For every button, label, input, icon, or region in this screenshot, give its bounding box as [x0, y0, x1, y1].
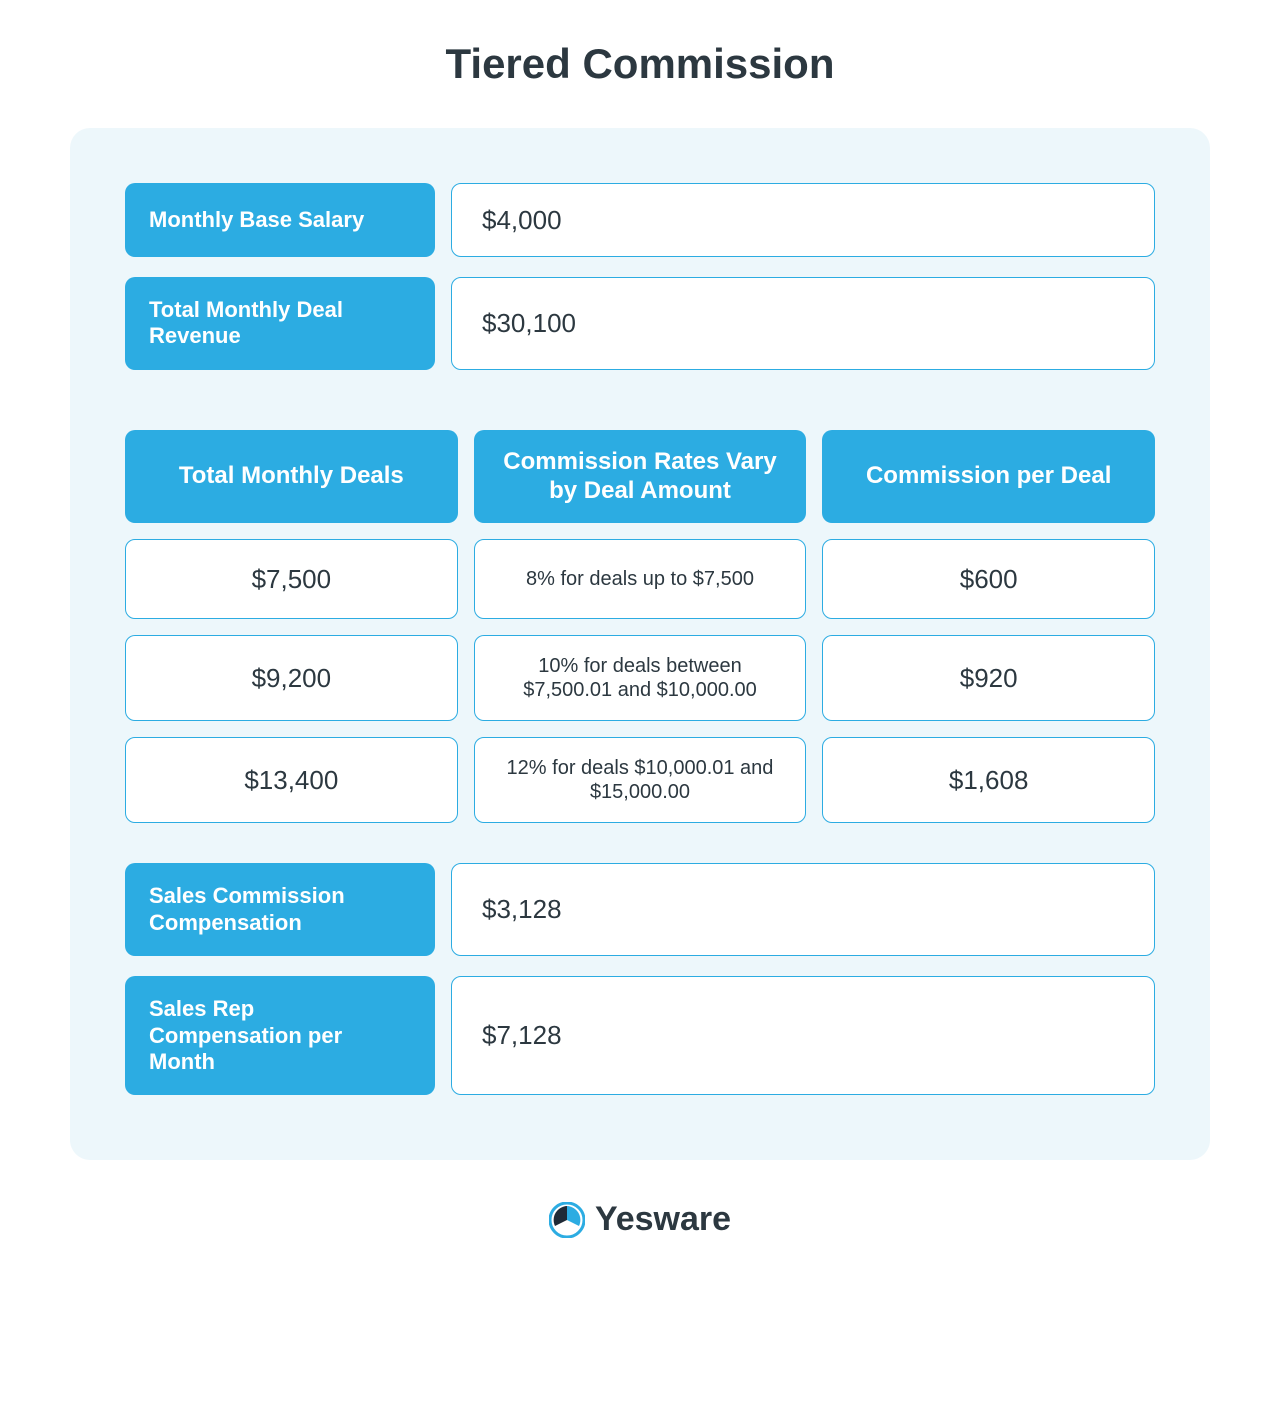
kv-row-deal-revenue: Total Monthly Deal Revenue $30,100: [125, 277, 1155, 370]
kv-value: $7,128: [451, 976, 1155, 1095]
commission-table: Total Monthly Deals Commission Rates Var…: [125, 430, 1155, 824]
table-cell-deal: $13,400: [125, 737, 458, 823]
brand-name: Yesware: [595, 1200, 731, 1239]
commission-panel: Monthly Base Salary $4,000 Total Monthly…: [70, 128, 1210, 1160]
kv-label: Sales Commission Compensation: [125, 863, 435, 956]
kv-value: $4,000: [451, 183, 1155, 257]
yesware-icon: [549, 1202, 585, 1238]
kv-label: Total Monthly Deal Revenue: [125, 277, 435, 370]
table-header-commission: Commission per Deal: [822, 430, 1155, 524]
page-title: Tiered Commission: [70, 40, 1210, 88]
kv-row-commission-comp: Sales Commission Compensation $3,128: [125, 863, 1155, 956]
table-cell-commission: $920: [822, 635, 1155, 721]
kv-row-base-salary: Monthly Base Salary $4,000: [125, 183, 1155, 257]
table-cell-deal: $9,200: [125, 635, 458, 721]
table-cell-deal: $7,500: [125, 539, 458, 619]
kv-value: $30,100: [451, 277, 1155, 370]
footer-logo: Yesware: [70, 1200, 1210, 1239]
table-cell-rate: 8% for deals up to $7,500: [474, 539, 807, 619]
table-cell-commission: $600: [822, 539, 1155, 619]
table-cell-rate: 10% for deals between $7,500.01 and $10,…: [474, 635, 807, 721]
kv-row-rep-comp: Sales Rep Compensation per Month $7,128: [125, 976, 1155, 1095]
table-header-deals: Total Monthly Deals: [125, 430, 458, 524]
table-cell-commission: $1,608: [822, 737, 1155, 823]
table-header-rates: Commission Rates Vary by Deal Amount: [474, 430, 807, 524]
kv-label: Sales Rep Compensation per Month: [125, 976, 435, 1095]
table-cell-rate: 12% for deals $10,000.01 and $15,000.00: [474, 737, 807, 823]
kv-value: $3,128: [451, 863, 1155, 956]
kv-label: Monthly Base Salary: [125, 183, 435, 257]
